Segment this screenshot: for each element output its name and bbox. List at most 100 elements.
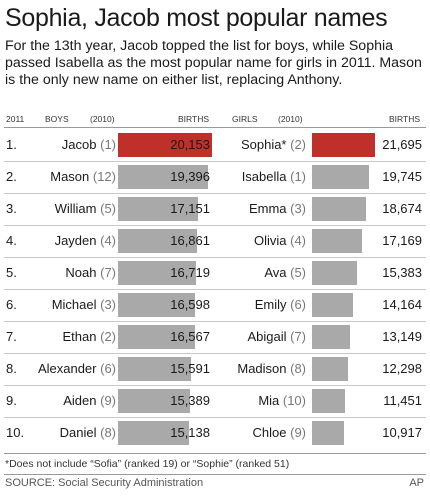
previous-rank: (5) xyxy=(286,265,306,280)
boy-births-bar xyxy=(118,261,196,285)
chart-title: Sophia, Jacob most popular names xyxy=(5,4,388,32)
source-note: SOURCE: Social Security Administration xyxy=(5,477,204,489)
girl-births-bar xyxy=(312,389,346,413)
boy-name: William (5) xyxy=(55,201,116,217)
name-text: Jayden xyxy=(54,233,97,248)
row-divider xyxy=(4,417,426,418)
row-divider xyxy=(4,257,426,258)
name-text: Aiden xyxy=(63,393,97,408)
previous-rank: (6) xyxy=(286,297,306,312)
previous-rank: (8) xyxy=(286,361,306,376)
girl-births-label: 19,745 xyxy=(382,169,422,184)
name-text: Chloe xyxy=(252,425,287,440)
girl-births-bar xyxy=(312,325,351,349)
rank-label: 10. xyxy=(6,425,25,440)
header-boys: BOYS xyxy=(45,114,69,124)
girl-births-bar xyxy=(312,229,362,253)
previous-rank: (3) xyxy=(286,201,306,216)
boy-births-label: 15,138 xyxy=(170,425,210,440)
footer-rule xyxy=(4,474,426,475)
boy-births-bar xyxy=(118,229,197,253)
name-text: Ethan xyxy=(62,329,97,344)
rank-label: 4. xyxy=(6,233,17,248)
girl-name: Madison (8) xyxy=(237,361,306,377)
row-divider xyxy=(4,321,426,322)
header-boys-prev: (2010) xyxy=(90,114,115,124)
row-divider xyxy=(4,161,426,162)
row-divider xyxy=(4,353,426,354)
previous-rank: (7) xyxy=(286,329,306,344)
previous-rank: (8) xyxy=(96,425,116,440)
girl-births-label: 15,383 xyxy=(382,265,422,280)
girl-births-label: 21,695 xyxy=(382,137,422,152)
rank-label: 8. xyxy=(6,361,17,376)
row-divider xyxy=(4,193,426,194)
previous-rank: (10) xyxy=(279,393,306,408)
row-divider xyxy=(4,225,426,226)
girl-births-label: 13,149 xyxy=(382,329,422,344)
name-text: Noah xyxy=(65,265,97,280)
header-girls-births: BIRTHS xyxy=(389,114,421,124)
girl-name: Emma (3) xyxy=(249,201,306,217)
girl-name: Sophia* (2) xyxy=(241,137,306,153)
name-text: Isabella xyxy=(241,169,287,184)
boy-births-bar xyxy=(118,165,209,189)
boy-name: Daniel (8) xyxy=(60,425,116,441)
name-text: Ava xyxy=(264,265,287,280)
boy-name: Jayden (4) xyxy=(55,233,116,249)
girl-name: Emily (6) xyxy=(255,297,306,313)
boy-births-label: 16,719 xyxy=(170,265,210,280)
previous-rank: (4) xyxy=(286,233,306,248)
boy-births-label: 20,153 xyxy=(170,137,210,152)
previous-rank: (3) xyxy=(96,297,116,312)
boy-name: Michael (3) xyxy=(52,297,116,313)
header-boys-births: BIRTHS xyxy=(178,114,210,124)
table-bottom-rule xyxy=(4,453,426,454)
boy-births-bar xyxy=(118,133,212,157)
previous-rank: (12) xyxy=(89,169,116,184)
girl-births-bar xyxy=(312,197,367,221)
header-year: 2011 xyxy=(6,114,25,124)
rank-label: 5. xyxy=(6,265,17,280)
row-divider xyxy=(4,289,426,290)
credit: AP xyxy=(409,477,424,489)
name-text: Sophia* xyxy=(240,137,287,152)
girl-births-label: 18,674 xyxy=(382,201,422,216)
previous-rank: (7) xyxy=(96,265,116,280)
previous-rank: (5) xyxy=(96,201,116,216)
girl-births-bar xyxy=(312,261,357,285)
name-text: Emily xyxy=(254,297,287,312)
chart-subtitle: For the 13th year, Jacob topped the list… xyxy=(5,38,422,88)
girl-births-bar xyxy=(312,133,375,157)
rank-label: 2. xyxy=(6,169,17,184)
boy-name: Aiden (9) xyxy=(63,393,116,409)
name-text: Madison xyxy=(237,361,287,376)
previous-rank: (1) xyxy=(286,169,306,184)
footnote: *Does not include “Sofia” (ranked 19) or… xyxy=(5,458,290,470)
girl-births-label: 11,451 xyxy=(383,393,422,408)
rank-label: 6. xyxy=(6,297,17,312)
boy-births-label: 15,389 xyxy=(170,393,210,408)
boy-births-label: 16,567 xyxy=(170,329,210,344)
rank-label: 3. xyxy=(6,201,17,216)
name-text: Emma xyxy=(248,201,287,216)
boy-births-bar xyxy=(118,197,198,221)
girl-births-label: 14,164 xyxy=(382,297,422,312)
girl-births-label: 17,169 xyxy=(382,233,422,248)
rank-label: 7. xyxy=(6,329,17,344)
name-text: Michael xyxy=(51,297,97,312)
name-text: Abigail xyxy=(247,329,287,344)
girl-births-bar xyxy=(312,357,348,381)
boy-births-label: 19,396 xyxy=(170,169,210,184)
previous-rank: (9) xyxy=(286,425,306,440)
boy-name: Ethan (2) xyxy=(63,329,116,345)
girl-births-label: 12,298 xyxy=(382,361,422,376)
previous-rank: (4) xyxy=(96,233,116,248)
name-text: William xyxy=(54,201,97,216)
boy-births-bar xyxy=(118,325,196,349)
previous-rank: (2) xyxy=(286,137,306,152)
name-text: Mason xyxy=(50,169,90,184)
girl-births-bar xyxy=(312,165,370,189)
header-rule xyxy=(4,127,426,128)
girl-births-bar xyxy=(312,293,354,317)
